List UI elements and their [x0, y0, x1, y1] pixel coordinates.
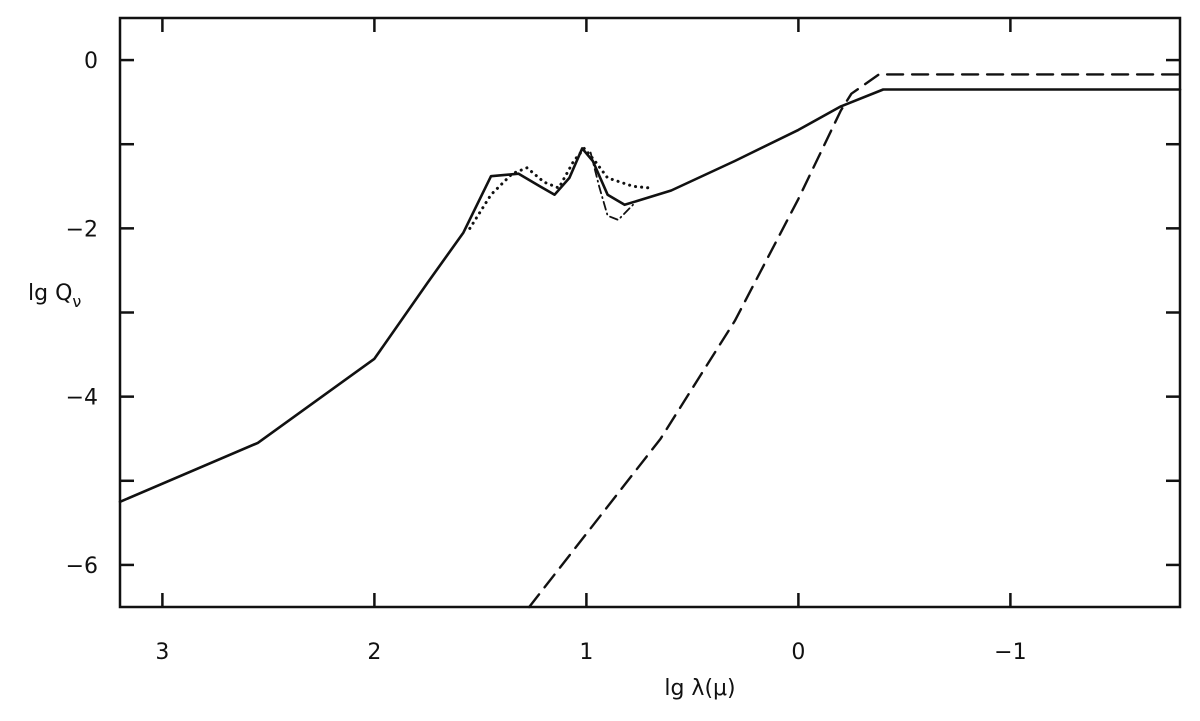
series-dashed-line — [528, 73, 1182, 609]
x-tick-label: −1 — [994, 640, 1026, 665]
series-dotted-line — [468, 146, 652, 230]
y-tick-label: 0 — [84, 49, 98, 74]
y-tick-label: −2 — [66, 217, 98, 242]
x-tick-label: 0 — [791, 640, 805, 665]
x-axis-title: lg λ(μ) — [664, 676, 735, 701]
series-dashdot-line — [589, 151, 634, 221]
y-tick-label: −6 — [66, 554, 98, 579]
y-tick-label: −4 — [66, 386, 98, 411]
plot-frame — [118, 16, 1182, 609]
series-solid-line — [118, 88, 1182, 504]
x-tick-label: 1 — [579, 640, 593, 665]
x-tick-label: 2 — [367, 640, 381, 665]
y-axis-title: lg Qν — [28, 281, 81, 311]
x-tick-label: 3 — [155, 640, 169, 665]
